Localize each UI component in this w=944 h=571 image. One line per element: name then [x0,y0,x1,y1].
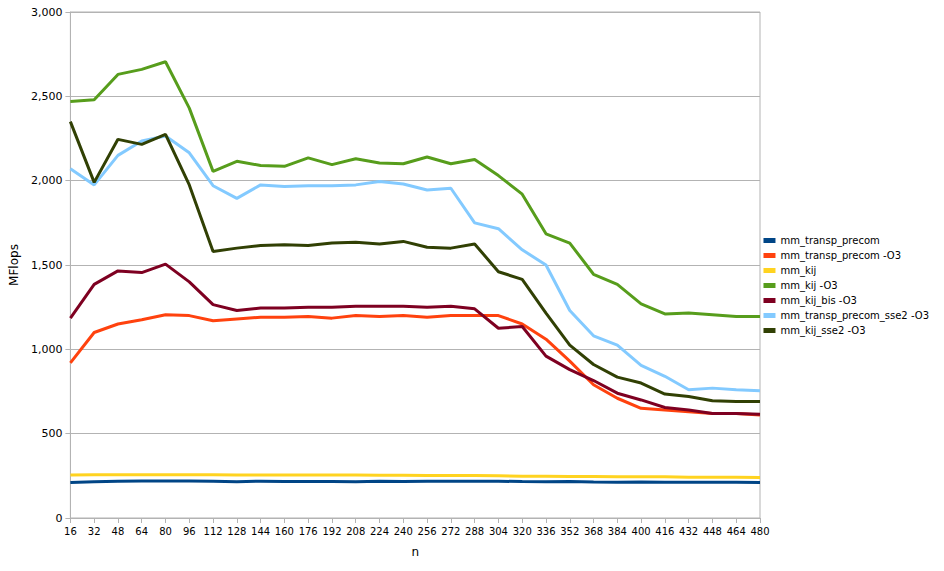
svg-text:192: 192 [322,526,341,537]
svg-text:mm_kij_sse2 -O3: mm_kij_sse2 -O3 [780,325,865,337]
svg-text:128: 128 [227,526,246,537]
svg-text:464: 464 [727,526,746,537]
svg-text:368: 368 [584,526,603,537]
svg-text:384: 384 [608,526,627,537]
svg-text:64: 64 [135,526,148,537]
svg-text:448: 448 [703,526,722,537]
svg-text:304: 304 [489,526,508,537]
svg-text:160: 160 [275,526,294,537]
svg-text:48: 48 [112,526,125,537]
svg-text:32: 32 [88,526,101,537]
svg-text:mm_transp_precom_sse2 -O3: mm_transp_precom_sse2 -O3 [780,310,929,322]
svg-text:208: 208 [346,526,365,537]
svg-text:416: 416 [655,526,674,537]
svg-text:432: 432 [679,526,698,537]
svg-text:1,500: 1,500 [31,259,63,272]
svg-text:500: 500 [41,427,62,440]
svg-text:MFlops: MFlops [7,244,21,286]
svg-text:352: 352 [560,526,579,537]
svg-text:0: 0 [55,512,62,525]
svg-text:272: 272 [441,526,460,537]
svg-text:mm_kij -O3: mm_kij -O3 [780,280,837,292]
svg-text:288: 288 [465,526,484,537]
svg-text:mm_transp_precom -O3: mm_transp_precom -O3 [780,250,901,262]
svg-text:256: 256 [418,526,437,537]
svg-text:2,500: 2,500 [31,90,63,103]
svg-text:400: 400 [632,526,651,537]
svg-text:16: 16 [64,526,77,537]
svg-text:480: 480 [750,526,769,537]
svg-text:mm_transp_precom: mm_transp_precom [780,235,879,247]
svg-text:176: 176 [299,526,318,537]
svg-text:1,000: 1,000 [31,343,63,356]
svg-text:336: 336 [536,526,555,537]
svg-text:mm_kij_bis -O3: mm_kij_bis -O3 [780,295,856,307]
svg-text:80: 80 [159,526,172,537]
svg-text:n: n [411,545,419,559]
svg-text:240: 240 [394,526,413,537]
svg-text:mm_kij: mm_kij [780,265,816,277]
svg-text:2,000: 2,000 [31,174,63,187]
svg-text:96: 96 [183,526,196,537]
svg-text:224: 224 [370,526,389,537]
svg-text:3,000: 3,000 [31,6,63,19]
svg-text:112: 112 [204,526,223,537]
svg-text:144: 144 [251,526,270,537]
svg-text:320: 320 [513,526,532,537]
